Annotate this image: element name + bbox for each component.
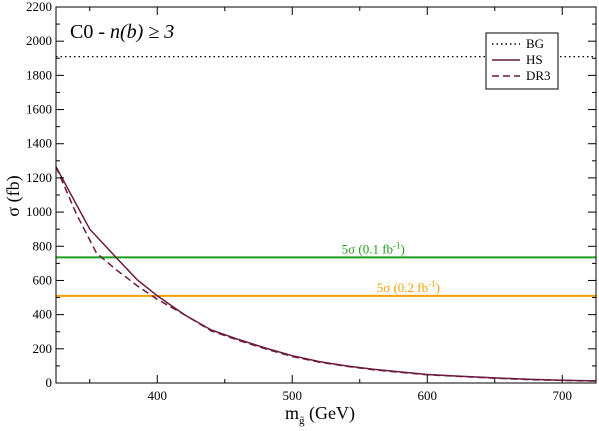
legend-label: DR3 (526, 68, 551, 83)
y-tick-label: 600 (33, 272, 53, 287)
x-tick-label: 500 (283, 388, 303, 403)
reference-line-label: 5σ (0.1 fb-1) (342, 240, 405, 256)
y-axis-label: σ (fb) (3, 175, 24, 216)
y-tick-label: 200 (33, 341, 53, 356)
legend-box (485, 32, 559, 90)
x-tick-label: 400 (148, 388, 168, 403)
legend-label: BG (526, 36, 544, 51)
plot-frame (55, 6, 597, 384)
y-tick-label: 1400 (26, 136, 52, 151)
chart-lines-layer: 5σ (0.1 fb-1) 5σ (0.2 fb-1) (55, 55, 597, 382)
series-line-hs (55, 166, 597, 382)
chart-title: C0 - n(b) ≥ 3 (70, 21, 174, 43)
y-tick-label: 0 (46, 375, 53, 390)
series-line-dr3 (55, 166, 597, 382)
y-tick-label: 400 (33, 307, 53, 322)
y-tick-label: 1800 (26, 67, 52, 82)
ticks-layer: 0 200 400 600 800 1000 1200 1400 1600 1800 2000 220… (26, 0, 596, 403)
x-axis-label: mg̃ (GeV) (285, 403, 355, 427)
legend-label: HS (526, 52, 543, 67)
y-tick-label: 1600 (26, 102, 52, 117)
y-tick-label: 1000 (26, 204, 52, 219)
y-tick-label: 2000 (26, 33, 52, 48)
y-tick-label: 2200 (26, 0, 52, 14)
x-tick-label: 700 (553, 388, 573, 403)
reference-line-label: 5σ (0.2 fb-1) (377, 279, 440, 295)
y-tick-label: 800 (33, 238, 53, 253)
y-tick-label: 1200 (26, 170, 52, 185)
x-tick-label: 600 (418, 388, 438, 403)
